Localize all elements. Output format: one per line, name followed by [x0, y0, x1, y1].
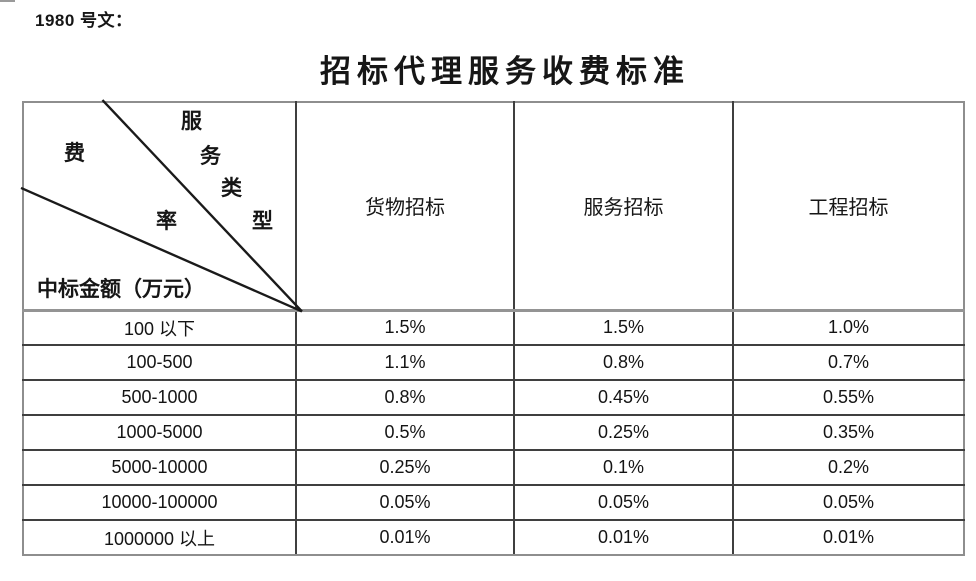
column-header-goods: 货物招标: [295, 101, 515, 312]
rate-cell: 1.1%: [295, 344, 515, 381]
amount-cell: 100 以下: [22, 309, 297, 346]
rate-cell: 0.05%: [732, 484, 965, 521]
table-row: 500-1000 0.8% 0.45% 0.55%: [22, 379, 965, 416]
rate-cell: 0.25%: [295, 449, 515, 486]
table-row: 5000-10000 0.25% 0.1% 0.2%: [22, 449, 965, 486]
column-header-engineering: 工程招标: [732, 101, 965, 312]
amount-cell: 5000-10000: [22, 449, 297, 486]
page-title: 招标代理服务收费标准: [320, 54, 690, 89]
amount-cell: 100-500: [22, 344, 297, 381]
corner-header-cell: 服 务 类 型 费 率 中标金额（万元）: [20, 99, 303, 313]
scan-artifact-line: [0, 0, 15, 2]
corner-service-type-char: 型: [252, 209, 273, 233]
rate-cell: 0.1%: [513, 449, 734, 486]
rate-cell: 0.01%: [513, 519, 734, 556]
amount-cell: 10000-100000: [22, 484, 297, 521]
amount-cell: 1000-5000: [22, 414, 297, 451]
corner-service-type-char: 类: [221, 176, 242, 200]
table-row: 100 以下 1.5% 1.5% 1.0%: [22, 309, 965, 346]
rate-cell: 0.8%: [513, 344, 734, 381]
table-row: 10000-100000 0.05% 0.05% 0.05%: [22, 484, 965, 521]
diagonal-lines: [20, 99, 303, 313]
table-row: 1000-5000 0.5% 0.25% 0.35%: [22, 414, 965, 451]
rate-cell: 1.5%: [513, 309, 734, 346]
rate-cell: 0.55%: [732, 379, 965, 416]
rate-cell: 0.05%: [513, 484, 734, 521]
rate-cell: 0.7%: [732, 344, 965, 381]
rate-cell: 1.0%: [732, 309, 965, 346]
table-row: 1000000 以上 0.01% 0.01% 0.01%: [22, 519, 965, 556]
doc-number: 1980 号文：: [35, 11, 133, 30]
rate-cell: 1.5%: [295, 309, 515, 346]
rate-cell: 0.01%: [295, 519, 515, 556]
corner-amount-axis-label: 中标金额（万元）: [37, 276, 205, 301]
corner-service-type-char: 务: [200, 144, 221, 168]
rate-cell: 0.25%: [513, 414, 734, 451]
rate-cell: 0.5%: [295, 414, 515, 451]
column-header-services: 服务招标: [513, 101, 734, 312]
fee-table: 服 务 类 型 费 率 中标金额（万元） 货物招标 服务招标 工程招标 100 …: [20, 99, 965, 556]
rate-cell: 0.05%: [295, 484, 515, 521]
table-row: 100-500 1.1% 0.8% 0.7%: [22, 344, 965, 381]
amount-cell: 500-1000: [22, 379, 297, 416]
rate-cell: 0.35%: [732, 414, 965, 451]
corner-fee-rate-char: 费: [64, 141, 85, 165]
corner-fee-rate-char: 率: [156, 209, 177, 233]
corner-service-type-char: 服: [181, 109, 202, 133]
amount-cell: 1000000 以上: [22, 519, 297, 556]
rate-cell: 0.01%: [732, 519, 965, 556]
rate-cell: 0.8%: [295, 379, 515, 416]
rate-cell: 0.2%: [732, 449, 965, 486]
rate-cell: 0.45%: [513, 379, 734, 416]
header-row: 服 务 类 型 费 率 中标金额（万元） 货物招标 服务招标 工程招标: [20, 99, 965, 313]
